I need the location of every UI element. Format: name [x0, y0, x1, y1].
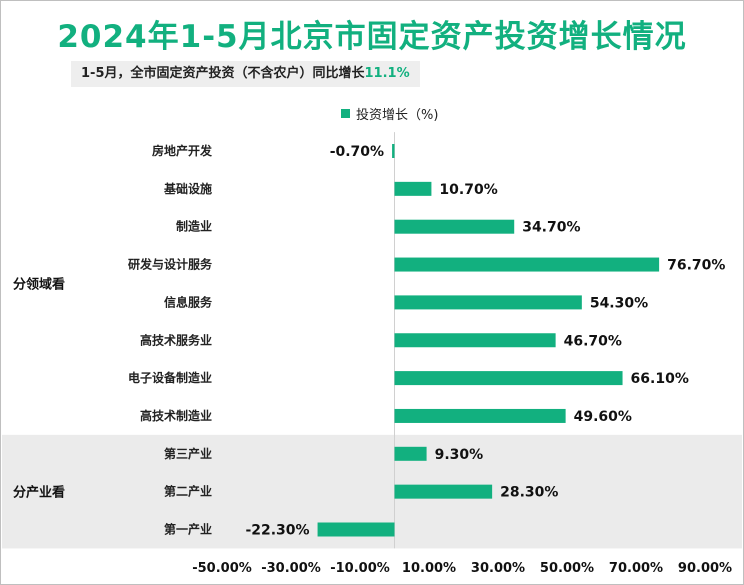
x-tick-label: -50.00%	[192, 561, 252, 576]
group-label: 分产业看	[13, 485, 65, 501]
group-label: 分领域看	[13, 276, 65, 292]
value-label: 49.60%	[574, 409, 632, 425]
value-label: 76.70%	[667, 258, 725, 274]
bar	[394, 181, 432, 196]
category-label: 电子设备制造业	[128, 370, 212, 385]
category-label: 房地产开发	[152, 143, 213, 158]
value-label: 46.70%	[564, 333, 622, 349]
value-label: 34.70%	[522, 220, 580, 236]
bar	[394, 333, 556, 348]
x-tick-label: -10.00%	[330, 561, 390, 576]
legend-label: 投资增长（%)	[356, 108, 439, 123]
x-tick-label: -30.00%	[261, 561, 321, 576]
category-label: 高技术服务业	[140, 332, 212, 347]
bar	[394, 484, 493, 499]
x-tick-label: 30.00%	[471, 561, 525, 576]
chart-title: 2024年1-5月北京市固定资产投资增长情况	[57, 19, 687, 55]
x-tick-label: 70.00%	[609, 561, 663, 576]
category-label: 第一产业	[164, 522, 212, 537]
legend-swatch	[341, 109, 350, 118]
x-tick-label: 90.00%	[678, 561, 732, 576]
legend: 投资增长（%)	[341, 104, 438, 123]
category-label: 制造业	[176, 219, 212, 234]
subtitle-text: 1-5月，全市固定资产投资（不含农户）同比增长	[81, 66, 365, 81]
bar	[317, 522, 395, 537]
subtitle-box: 1-5月，全市固定资产投资（不含农户）同比增长11.1%	[71, 61, 420, 87]
x-tick-label: 10.00%	[402, 561, 456, 576]
bar	[392, 144, 395, 158]
category-label: 研发与设计服务	[128, 257, 213, 272]
bar	[394, 295, 582, 310]
bar	[394, 446, 427, 461]
bar	[394, 371, 623, 386]
x-tick-label: 50.00%	[540, 561, 594, 576]
bar	[394, 408, 566, 423]
category-label: 基础设施	[163, 181, 212, 196]
category-label: 第二产业	[164, 484, 212, 499]
value-label: 10.70%	[439, 182, 497, 198]
category-label: 第三产业	[164, 446, 212, 461]
bar	[394, 257, 660, 272]
subtitle-highlight: 11.1%	[364, 66, 410, 81]
value-label: -0.70%	[330, 144, 384, 160]
value-label: 28.30%	[500, 485, 558, 501]
value-label: 54.30%	[590, 295, 648, 311]
category-label: 高技术制造业	[140, 408, 212, 423]
value-label: 9.30%	[435, 447, 484, 463]
value-label: -22.30%	[245, 523, 309, 539]
value-label: 66.10%	[631, 371, 689, 387]
bar	[394, 219, 515, 234]
category-label: 信息服务	[164, 294, 213, 309]
